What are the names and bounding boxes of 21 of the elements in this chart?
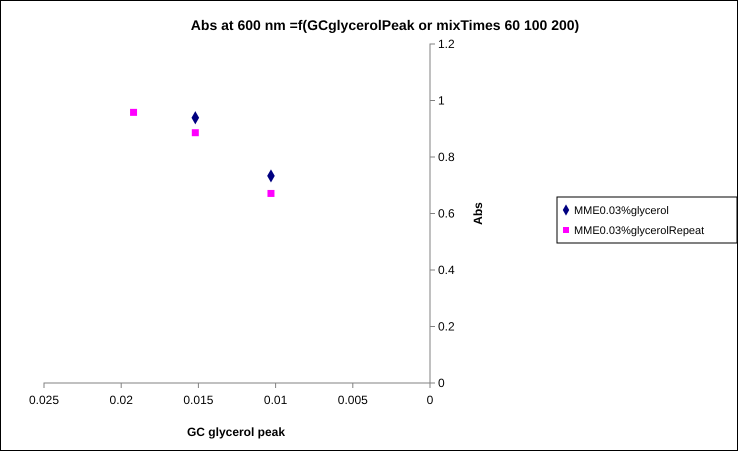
- y-tick-label: 1.2: [438, 36, 456, 51]
- x-tick-label: 0.02: [110, 393, 134, 408]
- x-tick-label: 0.005: [338, 393, 368, 408]
- x-tick-label: 0: [426, 393, 434, 408]
- y-tick-label: 0.8: [438, 150, 456, 164]
- x-axis-title: GC glycerol peak: [186, 425, 286, 439]
- x-tick-label: 0.015: [183, 393, 214, 408]
- point: [267, 190, 274, 197]
- legend-label: MME0.03%glycerol: [574, 205, 669, 217]
- x-tick-label: 0.025: [28, 393, 60, 408]
- y-tick-label: 1: [438, 93, 445, 108]
- y-tick-label: 0.6: [438, 206, 456, 220]
- y-tick-label: 0.2: [438, 319, 456, 334]
- x-tick-label: 0.01: [264, 393, 288, 408]
- point: [192, 129, 199, 136]
- y-axis-title: Abs: [471, 202, 485, 225]
- legend-label: MME0.03%glycerolRepeat: [574, 225, 704, 237]
- point: [130, 108, 138, 116]
- y-tick-label: 0: [438, 376, 445, 390]
- chart-title: Abs at 600 nm =f(GCglycerolPeak or mixTimes 60 100 200): [190, 17, 580, 33]
- y-tick-label: 0.4: [438, 262, 456, 277]
